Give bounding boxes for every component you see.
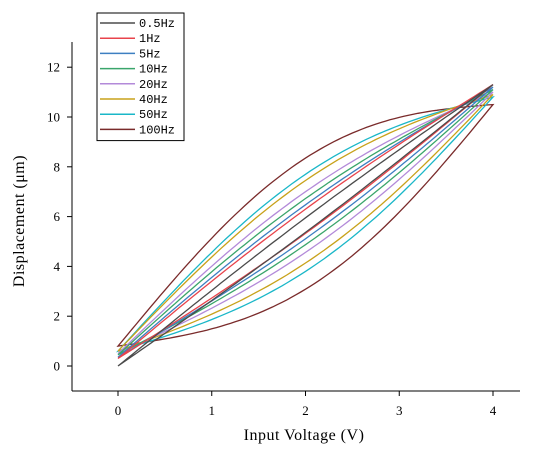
legend-label: 100Hz (139, 123, 175, 137)
x-axis-title: Input Voltage (V) (244, 427, 365, 444)
y-tick-label: 6 (54, 209, 61, 224)
series-loop-20Hz (117, 91, 494, 355)
legend-label: 10Hz (139, 63, 168, 77)
y-tick-label: 8 (54, 159, 61, 174)
hysteresis-loops (115, 84, 495, 367)
y-axis-title: Displacement (μm) (11, 155, 28, 287)
y-tick-label: 0 (54, 359, 61, 374)
series-loop-40Hz (117, 93, 494, 352)
y-tick-label: 4 (54, 259, 61, 274)
y-tick-label: 12 (47, 60, 60, 75)
legend-label: 0.5Hz (139, 17, 175, 31)
series-loop-100Hz (116, 103, 495, 347)
series-loop-10Hz (117, 89, 494, 356)
x-tick-label: 1 (209, 403, 216, 418)
series-loop-5Hz (117, 86, 494, 358)
legend-label: 50Hz (139, 108, 168, 122)
y-ticks: 0 2 4 6 8 10 12 (47, 60, 72, 374)
legend-box (96, 12, 185, 142)
x-ticks: 0 1 2 3 4 (115, 391, 497, 418)
x-tick-label: 0 (115, 403, 122, 418)
y-tick-label: 10 (47, 110, 60, 125)
x-tick-label: 2 (302, 403, 309, 418)
legend-label: 5Hz (139, 47, 161, 61)
series-loop-50Hz (115, 95, 495, 353)
legend-label: 40Hz (139, 93, 168, 107)
series-loop-0_5Hz (117, 84, 494, 367)
x-tick-label: 4 (490, 403, 497, 418)
y-tick-label: 2 (54, 309, 61, 324)
legend-label: 20Hz (139, 78, 168, 92)
legend-label: 1Hz (139, 32, 161, 46)
x-tick-label: 3 (396, 403, 403, 418)
